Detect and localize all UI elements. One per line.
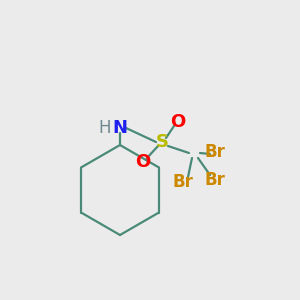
Text: H: H <box>98 119 111 137</box>
Text: O: O <box>170 113 186 131</box>
Text: O: O <box>135 153 151 171</box>
Text: Br: Br <box>205 171 225 189</box>
Text: N: N <box>112 119 128 137</box>
Text: Br: Br <box>205 143 225 161</box>
Text: Br: Br <box>172 173 194 191</box>
Text: S: S <box>155 133 169 151</box>
